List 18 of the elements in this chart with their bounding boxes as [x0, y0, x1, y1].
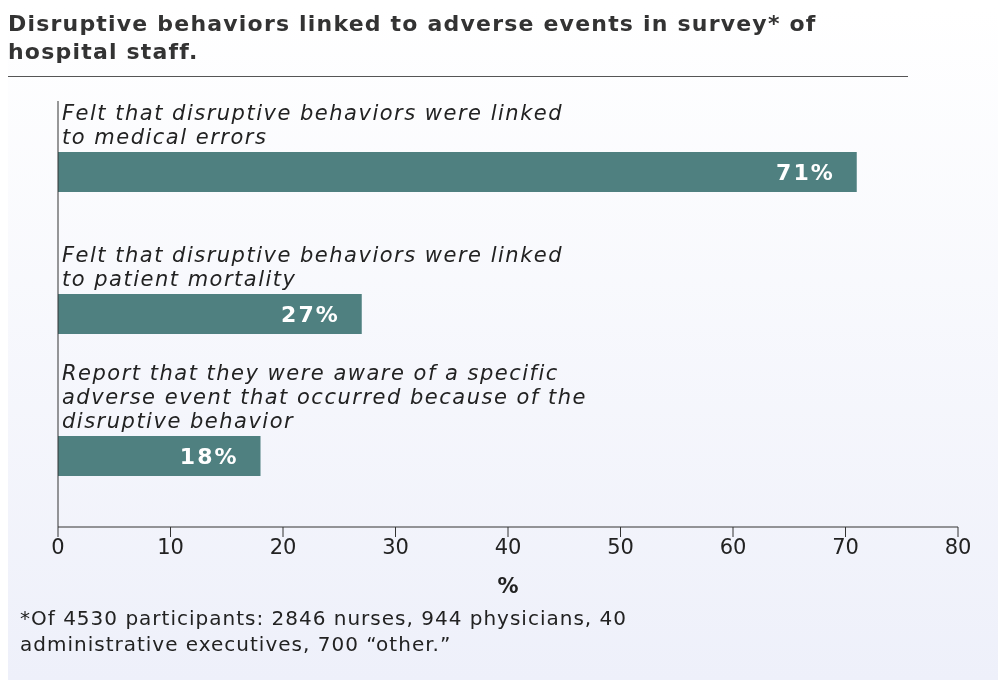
- data-label: 18%: [179, 443, 239, 469]
- chart-title: Disruptive behaviors linked to adverse events in survey* of hospital staff.: [8, 8, 908, 77]
- y-tick-label: Felt that disruptive behaviors were linked to patient mortality: [62, 243, 564, 291]
- x-tick-label: 30: [382, 534, 409, 559]
- x-tick-label: 10: [157, 534, 184, 559]
- y-tick-label: Report that they were aware of a specific adverse event that occurred because of the disruptive behavior: [62, 361, 587, 433]
- text: *Of 4530 participants: 2846 nurses, 944 physicians, 40 administrative executives, 700 “other.”: [20, 605, 628, 657]
- y-tick-label: Felt that disruptive behaviors were linked to medical errors: [62, 101, 564, 149]
- x-axis-title: %: [497, 574, 519, 598]
- data-label: 27%: [281, 301, 340, 327]
- x-tick-label: 50: [607, 534, 634, 559]
- x-tick-label: 80: [944, 534, 972, 559]
- x-tick-label: 0: [51, 534, 65, 559]
- data-label: 71%: [776, 159, 835, 185]
- x-tick-label: 20: [269, 534, 297, 559]
- x-tick-label: 40: [494, 534, 522, 559]
- x-tick-label: 70: [832, 534, 859, 559]
- x-tick-label: 60: [719, 534, 747, 559]
